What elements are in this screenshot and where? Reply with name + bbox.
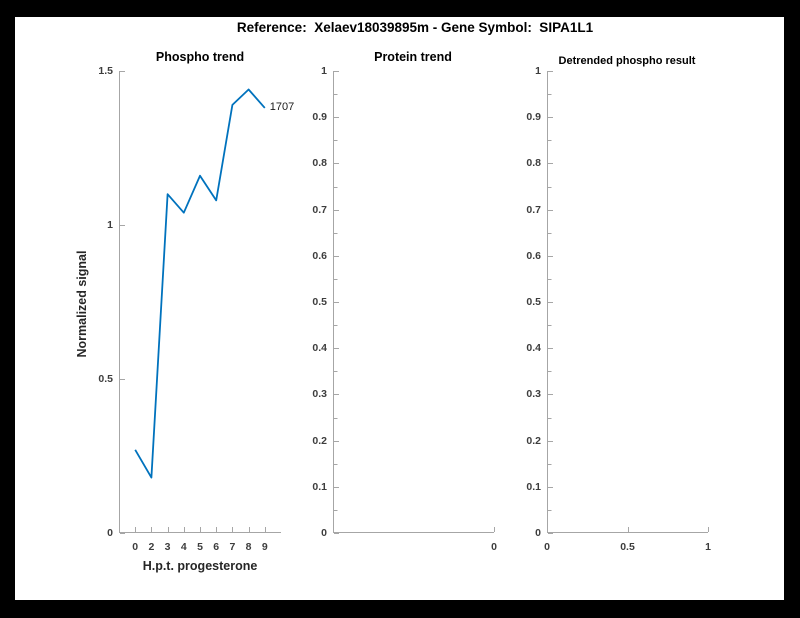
endpoint-annotation: 1707 <box>269 100 295 113</box>
x-tick-label: 0.5 <box>620 541 635 553</box>
y-tick-label: 0 <box>535 527 541 539</box>
plot-area <box>119 71 281 534</box>
y-tick-label: 0.8 <box>526 157 541 170</box>
y-axis-label: Normalized signal <box>75 250 89 358</box>
trend-line-phospho-signal <box>134 88 266 479</box>
y-tick-label: 0.4 <box>526 342 541 355</box>
figure-canvas: Reference: Xelaev18039895m - Gene Symbol… <box>15 17 784 600</box>
y-tick-label: 0.9 <box>312 111 327 124</box>
y-tick-label: 0.9 <box>526 111 541 124</box>
plot-area <box>333 71 495 534</box>
x-tick-label: 2 <box>148 541 155 553</box>
y-tick-label: 0.8 <box>312 157 327 170</box>
x-tick-label: 6 <box>213 541 220 553</box>
y-tick-label: 0.5 <box>526 296 541 308</box>
y-tick-label: 0.7 <box>526 203 541 216</box>
x-tick-label: 3 <box>164 541 171 553</box>
subplot-protein-trend <box>333 71 495 534</box>
x-tick-label: 9 <box>261 541 268 553</box>
y-tick-label: 1 <box>321 65 327 77</box>
y-tick-label: 0.3 <box>526 388 541 401</box>
plot-title-detrended-phospho-result: Detrended phospho result <box>558 55 696 67</box>
subplot-detrended-phospho-result <box>547 71 709 534</box>
y-tick-label: 1.5 <box>98 65 113 77</box>
x-tick-label: 0 <box>132 541 139 553</box>
x-tick-label: 0 <box>544 541 550 553</box>
y-tick-label: 0.1 <box>526 480 541 493</box>
x-tick-label: 7 <box>229 541 236 553</box>
plot-area <box>547 71 709 534</box>
y-tick-label: 0.6 <box>312 249 327 262</box>
y-tick-label: 0.7 <box>312 203 327 216</box>
x-tick-label: 0 <box>491 541 497 553</box>
x-tick-label: 8 <box>245 541 252 553</box>
y-tick-label: 0.1 <box>312 480 327 493</box>
y-tick-label: 0 <box>321 527 327 539</box>
y-tick-label: 1 <box>535 65 541 77</box>
x-axis-label: H.p.t. progesterone <box>142 559 258 573</box>
x-tick-label: 4 <box>180 541 187 553</box>
y-tick-label: 0.5 <box>312 296 327 308</box>
y-tick-label: 0.3 <box>312 388 327 401</box>
plot-title-protein-trend: Protein trend <box>374 50 452 64</box>
plot-title-phospho-trend: Phospho trend <box>155 50 245 64</box>
subplot-phospho-trend <box>119 71 281 534</box>
x-tick-label: 5 <box>197 541 203 553</box>
y-tick-label: 0.4 <box>312 342 327 355</box>
y-tick-label: 0.2 <box>312 434 327 447</box>
figure-title: Reference: Xelaev18039895m - Gene Symbol… <box>236 20 594 35</box>
y-tick-label: 0 <box>107 527 113 539</box>
y-tick-label: 0.5 <box>98 373 113 385</box>
x-tick-label: 1 <box>705 541 711 553</box>
y-tick-label: 0.6 <box>526 249 541 262</box>
y-tick-label: 1 <box>107 219 113 231</box>
y-tick-label: 0.2 <box>526 434 541 447</box>
